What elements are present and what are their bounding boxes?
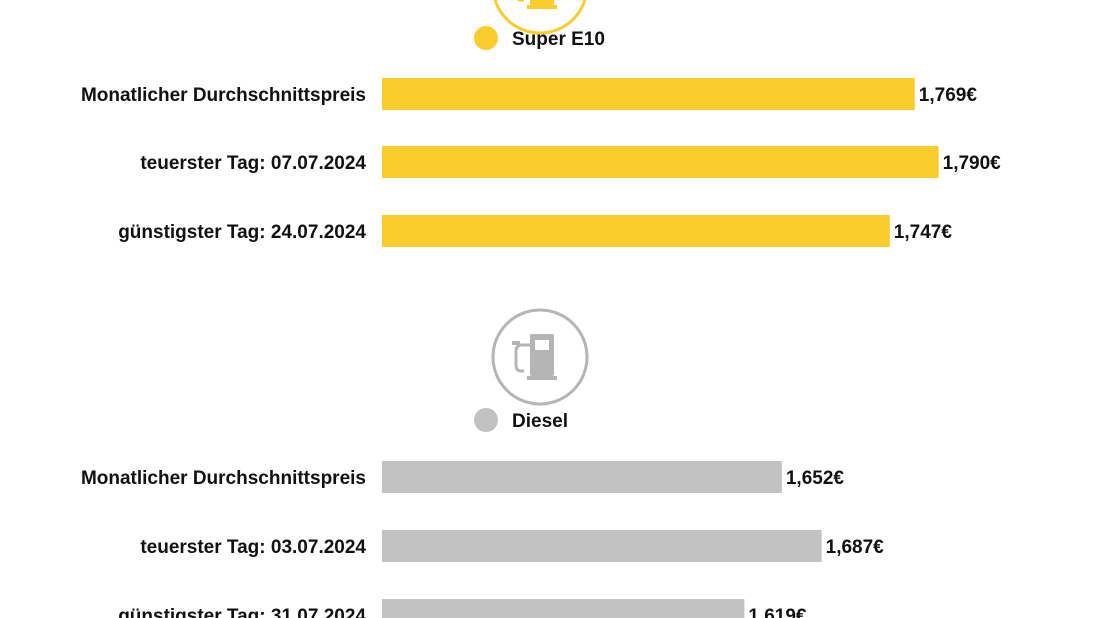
legend-swatch <box>474 26 498 50</box>
value-label: 1,769€ <box>919 85 978 106</box>
value-label: 1,747€ <box>894 222 953 243</box>
value-label: 1,687€ <box>826 537 885 558</box>
fuel-pump-icon-ring <box>493 0 587 35</box>
fuel-pump-icon-body <box>530 0 554 5</box>
fuel-pump-icon <box>493 0 587 35</box>
category-label: günstigster Tag: 31.07.2024 <box>118 606 366 618</box>
fuel-pump-icon-hose <box>514 343 530 373</box>
bar <box>382 599 745 618</box>
fuel-pump-icon-window <box>535 340 549 350</box>
bar <box>382 78 915 110</box>
bar <box>382 146 939 178</box>
category-label: teuerster Tag: 03.07.2024 <box>140 537 366 558</box>
category-label: Monatlicher Durchschnittspreis <box>81 468 366 489</box>
fuel-pump-icon-nozzle <box>512 341 520 345</box>
legend-label: Super E10 <box>512 29 605 50</box>
value-label: 1,790€ <box>943 153 1002 174</box>
value-label: 1,652€ <box>786 468 845 489</box>
bar <box>382 461 782 493</box>
value-label: 1,619€ <box>748 606 807 618</box>
legend-swatch <box>474 408 498 432</box>
legend-label: Diesel <box>512 411 568 432</box>
fuel-pump-icon-base <box>527 376 557 380</box>
fuel-pump-icon <box>491 308 589 406</box>
fuel-pump-icon-base <box>527 5 557 9</box>
category-label: Monatlicher Durchschnittspreis <box>81 85 366 106</box>
bar <box>382 530 822 562</box>
category-label: günstigster Tag: 24.07.2024 <box>118 222 366 243</box>
category-label: teuerster Tag: 07.07.2024 <box>140 153 366 174</box>
bar <box>382 215 890 247</box>
